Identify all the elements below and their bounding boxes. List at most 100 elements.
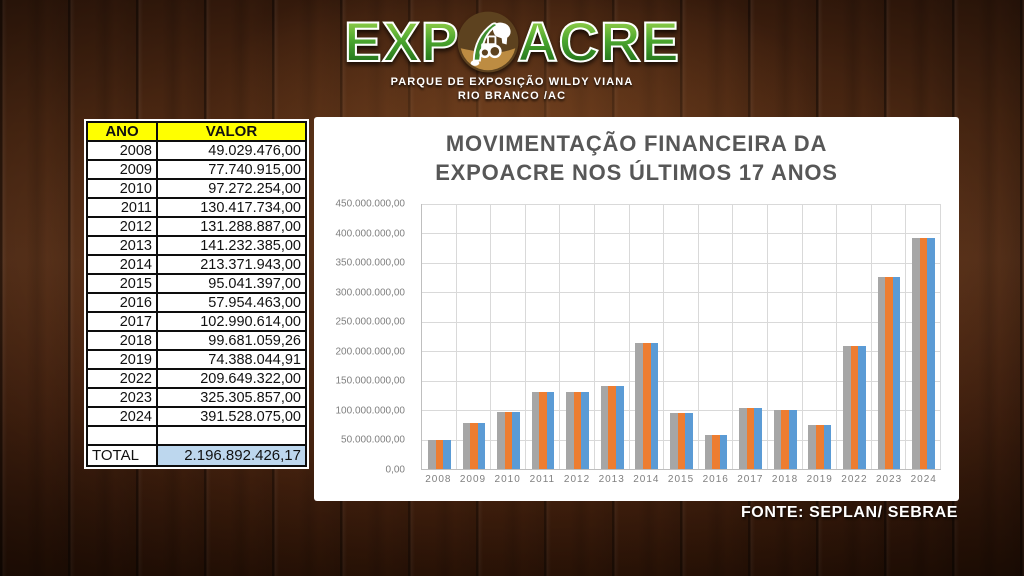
value-cell: 77.740.915,00 — [156, 159, 307, 180]
table-row: 2009 77.740.915,00 — [86, 159, 307, 180]
x-tick-label: 2017 — [737, 474, 764, 485]
v-gridline — [663, 204, 665, 469]
bar-group-2015 — [664, 204, 699, 469]
x-tick-label: 2014 — [633, 474, 660, 485]
bar-blue-2019 — [823, 425, 832, 469]
table-body: 2008 49.029.476,00 2009 77.740.915,00 2010 97… — [86, 140, 307, 427]
value-cell: 213.371.943,00 — [156, 254, 307, 275]
h-gridline — [422, 351, 941, 353]
bar-gray-2024 — [912, 238, 920, 469]
x-tick-label: 2010 — [494, 474, 521, 485]
y-tick-label: 150.000.000,00 — [335, 375, 405, 387]
v-gridline — [870, 204, 872, 469]
year-cell: 2010 — [86, 178, 158, 199]
year-cell: 2024 — [86, 406, 158, 427]
chart-panel: MOVIMENTAÇÃO FINANCEIRA DA EXPOACRE NOS … — [314, 117, 959, 501]
bar-orange-2013 — [608, 385, 617, 469]
bar-blue-2018 — [789, 410, 797, 469]
chart-title-line1: MOVIMENTAÇÃO FINANCEIRA DA — [445, 131, 828, 156]
bar-gray-2015 — [670, 413, 678, 469]
bar-gray-2016 — [704, 434, 713, 469]
value-cell: 99.681.059,26 — [156, 330, 307, 351]
bar-gray-2014 — [635, 343, 644, 469]
h-gridline — [422, 233, 941, 235]
chart-title-line2: EXPOACRE NOS ÚLTIMOS 17 ANOS — [435, 159, 838, 185]
v-gridline — [593, 204, 595, 469]
table-row: 2010 97.272.254,00 — [86, 178, 307, 199]
bar-group-2017 — [733, 204, 768, 469]
h-gridline — [422, 410, 941, 412]
y-tick-label: 400.000.000,00 — [335, 228, 405, 240]
x-tick-label: 2023 — [875, 474, 903, 485]
value-cell: 130.417.734,00 — [156, 197, 307, 218]
v-gridline — [524, 204, 526, 469]
bar-group-2024 — [906, 204, 941, 469]
v-gridline — [905, 204, 907, 469]
year-cell: 2023 — [86, 387, 158, 408]
bar-blue-2009 — [477, 423, 486, 469]
bar-gray-2011 — [531, 392, 540, 469]
value-cell: 97.272.254,00 — [156, 178, 307, 199]
bar-orange-2017 — [746, 408, 755, 469]
v-gridline — [455, 204, 457, 469]
bar-gray-2018 — [773, 410, 782, 469]
table-header-row: ANO VALOR — [86, 121, 307, 142]
year-cell: 2012 — [86, 216, 158, 237]
bar-orange-2023 — [885, 277, 893, 469]
h-gridline — [422, 204, 941, 205]
bar-orange-2014 — [643, 343, 651, 469]
table-row: 2015 95.041.397,00 — [86, 273, 307, 294]
table-row: 2013 141.232.385,00 — [86, 235, 307, 256]
value-cell: 102.990.614,00 — [156, 311, 307, 332]
table-header-valor: VALOR — [156, 121, 307, 142]
y-tick-label: 0,00 — [385, 464, 405, 476]
v-gridline — [628, 204, 630, 469]
h-gridline — [422, 380, 941, 382]
bar-blue-2010 — [512, 411, 520, 469]
logo-text-acre: ACRE — [516, 10, 680, 73]
x-tick-label: 2024 — [910, 474, 937, 485]
x-tick-label: 2008 — [425, 474, 452, 485]
total-label: TOTAL — [86, 444, 158, 467]
chart-title: MOVIMENTAÇÃO FINANCEIRA DA EXPOACRE NOS … — [314, 130, 959, 187]
bar-gray-2012 — [566, 391, 574, 469]
v-gridline — [697, 204, 699, 469]
expoacre-emblem-icon — [457, 11, 519, 73]
v-gridline — [766, 204, 768, 469]
bar-blue-2023 — [892, 277, 901, 469]
table-row: 2008 49.029.476,00 — [86, 140, 307, 161]
bar-group-2016 — [699, 204, 734, 469]
bar-orange-2018 — [781, 410, 790, 469]
bar-gray-2023 — [877, 277, 886, 469]
venue-subtitle-line1: PARQUE DE EXPOSIÇÃO WILDY VIANA — [390, 76, 634, 88]
bar-group-2023 — [872, 204, 907, 469]
y-tick-label: 300.000.000,00 — [335, 287, 405, 299]
bar-orange-2012 — [573, 391, 582, 469]
total-value: 2.196.892.426,17 — [156, 444, 307, 467]
year-cell: 2018 — [86, 330, 158, 351]
year-cell: 2014 — [86, 254, 158, 275]
y-axis-labels: 450.000.000,00 400.000.000,00 350.000.000,… — [314, 199, 405, 476]
year-cell: 2008 — [86, 140, 158, 161]
bar-gray-2010 — [497, 411, 505, 469]
value-cell: 141.232.385,00 — [156, 235, 307, 256]
year-cell: 2015 — [86, 273, 158, 294]
value-cell: 57.954.463,00 — [156, 292, 307, 313]
table-header-ano: ANO — [86, 121, 158, 142]
table-row: 2023 325.305.857,00 — [86, 387, 307, 408]
bar-group-2022 — [837, 204, 872, 469]
x-tick-label: 2011 — [529, 474, 556, 485]
table-row: 2024 391.528.075,00 — [86, 406, 307, 427]
bar-orange-2019 — [816, 425, 824, 469]
value-cell: 49.029.476,00 — [156, 140, 307, 161]
bar-orange-2010 — [504, 411, 513, 469]
bar-blue-2017 — [754, 408, 763, 469]
bar-gray-2019 — [808, 425, 817, 469]
v-gridline — [801, 204, 803, 469]
bar-gray-2008 — [427, 440, 436, 469]
x-tick-label: 2018 — [771, 474, 799, 485]
bar-gray-2022 — [843, 345, 851, 469]
x-tick-label: 2015 — [667, 474, 695, 485]
y-tick-label: 50.000.000,00 — [341, 434, 405, 446]
